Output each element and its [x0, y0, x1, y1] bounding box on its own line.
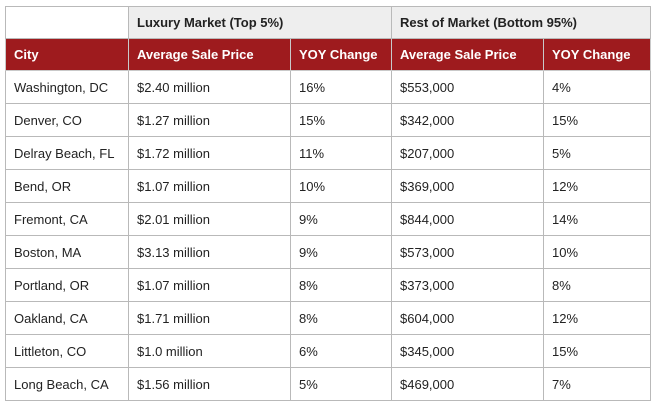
cell-city: Fremont, CA — [5, 202, 129, 236]
cell-city: Littleton, CO — [5, 334, 129, 368]
cell-luxury-price: $1.0 million — [128, 334, 291, 368]
cell-luxury-yoy: 8% — [289, 301, 393, 335]
cell-luxury-price: $3.13 million — [128, 235, 291, 269]
cell-luxury-price: $1.71 million — [128, 301, 291, 335]
cell-rest-yoy: 15% — [543, 334, 652, 368]
cell-rest-price: $573,000 — [391, 235, 545, 269]
cell-rest-price: $469,000 — [391, 367, 545, 401]
market-table-container: Luxury Market (Top 5%) Rest of Market (B… — [5, 6, 652, 401]
cell-luxury-yoy: 15% — [289, 103, 393, 137]
cell-luxury-price: $1.07 million — [128, 169, 291, 203]
cell-rest-yoy: 10% — [543, 235, 652, 269]
cell-luxury-price: $1.72 million — [128, 136, 291, 170]
column-group-row: Luxury Market (Top 5%) Rest of Market (B… — [5, 6, 652, 39]
table-row: Long Beach, CA $1.56 million 5% $469,000 7% — [5, 367, 652, 401]
cell-rest-price: $345,000 — [391, 334, 545, 368]
cell-city: Long Beach, CA — [5, 367, 129, 401]
cell-rest-yoy: 4% — [543, 70, 652, 104]
cell-rest-yoy: 15% — [543, 103, 652, 137]
cell-luxury-price: $2.01 million — [128, 202, 291, 236]
cell-luxury-price: $1.56 million — [128, 367, 291, 401]
cell-luxury-yoy: 10% — [289, 169, 393, 203]
cell-rest-yoy: 7% — [543, 367, 652, 401]
table-row: Denver, CO $1.27 million 15% $342,000 15% — [5, 103, 652, 137]
cell-luxury-price: $1.07 million — [128, 268, 291, 302]
cell-rest-price: $844,000 — [391, 202, 545, 236]
column-header-rest-yoy: YOY Change — [543, 38, 652, 71]
column-header-luxury-yoy: YOY Change — [289, 38, 393, 71]
table-row: Portland, OR $1.07 million 8% $373,000 8% — [5, 268, 652, 302]
table-row: Fremont, CA $2.01 million 9% $844,000 14% — [5, 202, 652, 236]
cell-rest-price: $342,000 — [391, 103, 545, 137]
cell-city: Portland, OR — [5, 268, 129, 302]
cell-luxury-yoy: 6% — [289, 334, 393, 368]
table-row: Littleton, CO $1.0 million 6% $345,000 15% — [5, 334, 652, 368]
cell-rest-price: $553,000 — [391, 70, 545, 104]
cell-city: Oakland, CA — [5, 301, 129, 335]
cell-rest-yoy: 8% — [543, 268, 652, 302]
cell-rest-price: $373,000 — [391, 268, 545, 302]
column-group-luxury: Luxury Market (Top 5%) — [127, 6, 393, 39]
column-header-row: City Average Sale Price YOY Change Avera… — [5, 38, 652, 71]
cell-rest-yoy: 12% — [543, 301, 652, 335]
cell-rest-yoy: 12% — [543, 169, 652, 203]
cell-rest-price: $207,000 — [391, 136, 545, 170]
cell-luxury-yoy: 9% — [289, 202, 393, 236]
cell-city: Washington, DC — [5, 70, 129, 104]
column-group-blank — [5, 6, 129, 39]
cell-city: Bend, OR — [5, 169, 129, 203]
cell-luxury-yoy: 16% — [289, 70, 393, 104]
cell-rest-yoy: 14% — [543, 202, 652, 236]
cell-rest-yoy: 5% — [543, 136, 652, 170]
cell-city: Boston, MA — [5, 235, 129, 269]
cell-luxury-yoy: 8% — [289, 268, 393, 302]
table-row: Washington, DC $2.40 million 16% $553,000 4% — [5, 70, 652, 104]
cell-rest-price: $604,000 — [391, 301, 545, 335]
cell-city: Delray Beach, FL — [5, 136, 129, 170]
column-header-luxury-price: Average Sale Price — [128, 38, 291, 71]
luxury-market-table: Luxury Market (Top 5%) Rest of Market (B… — [5, 6, 652, 401]
cell-luxury-yoy: 9% — [289, 235, 393, 269]
table-row: Delray Beach, FL $1.72 million 11% $207,000… — [5, 136, 652, 170]
cell-luxury-price: $2.40 million — [128, 70, 291, 104]
cell-luxury-yoy: 5% — [289, 367, 393, 401]
column-group-rest: Rest of Market (Bottom 95%) — [391, 6, 652, 39]
table-row: Oakland, CA $1.71 million 8% $604,000 12% — [5, 301, 652, 335]
cell-city: Denver, CO — [5, 103, 129, 137]
column-header-city: City — [5, 38, 129, 71]
cell-rest-price: $369,000 — [391, 169, 545, 203]
cell-luxury-price: $1.27 million — [128, 103, 291, 137]
cell-luxury-yoy: 11% — [289, 136, 393, 170]
table-body: Washington, DC $2.40 million 16% $553,000 4%… — [5, 70, 652, 401]
table-row: Bend, OR $1.07 million 10% $369,000 12% — [5, 169, 652, 203]
column-header-rest-price: Average Sale Price — [391, 38, 545, 71]
table-row: Boston, MA $3.13 million 9% $573,000 10% — [5, 235, 652, 269]
